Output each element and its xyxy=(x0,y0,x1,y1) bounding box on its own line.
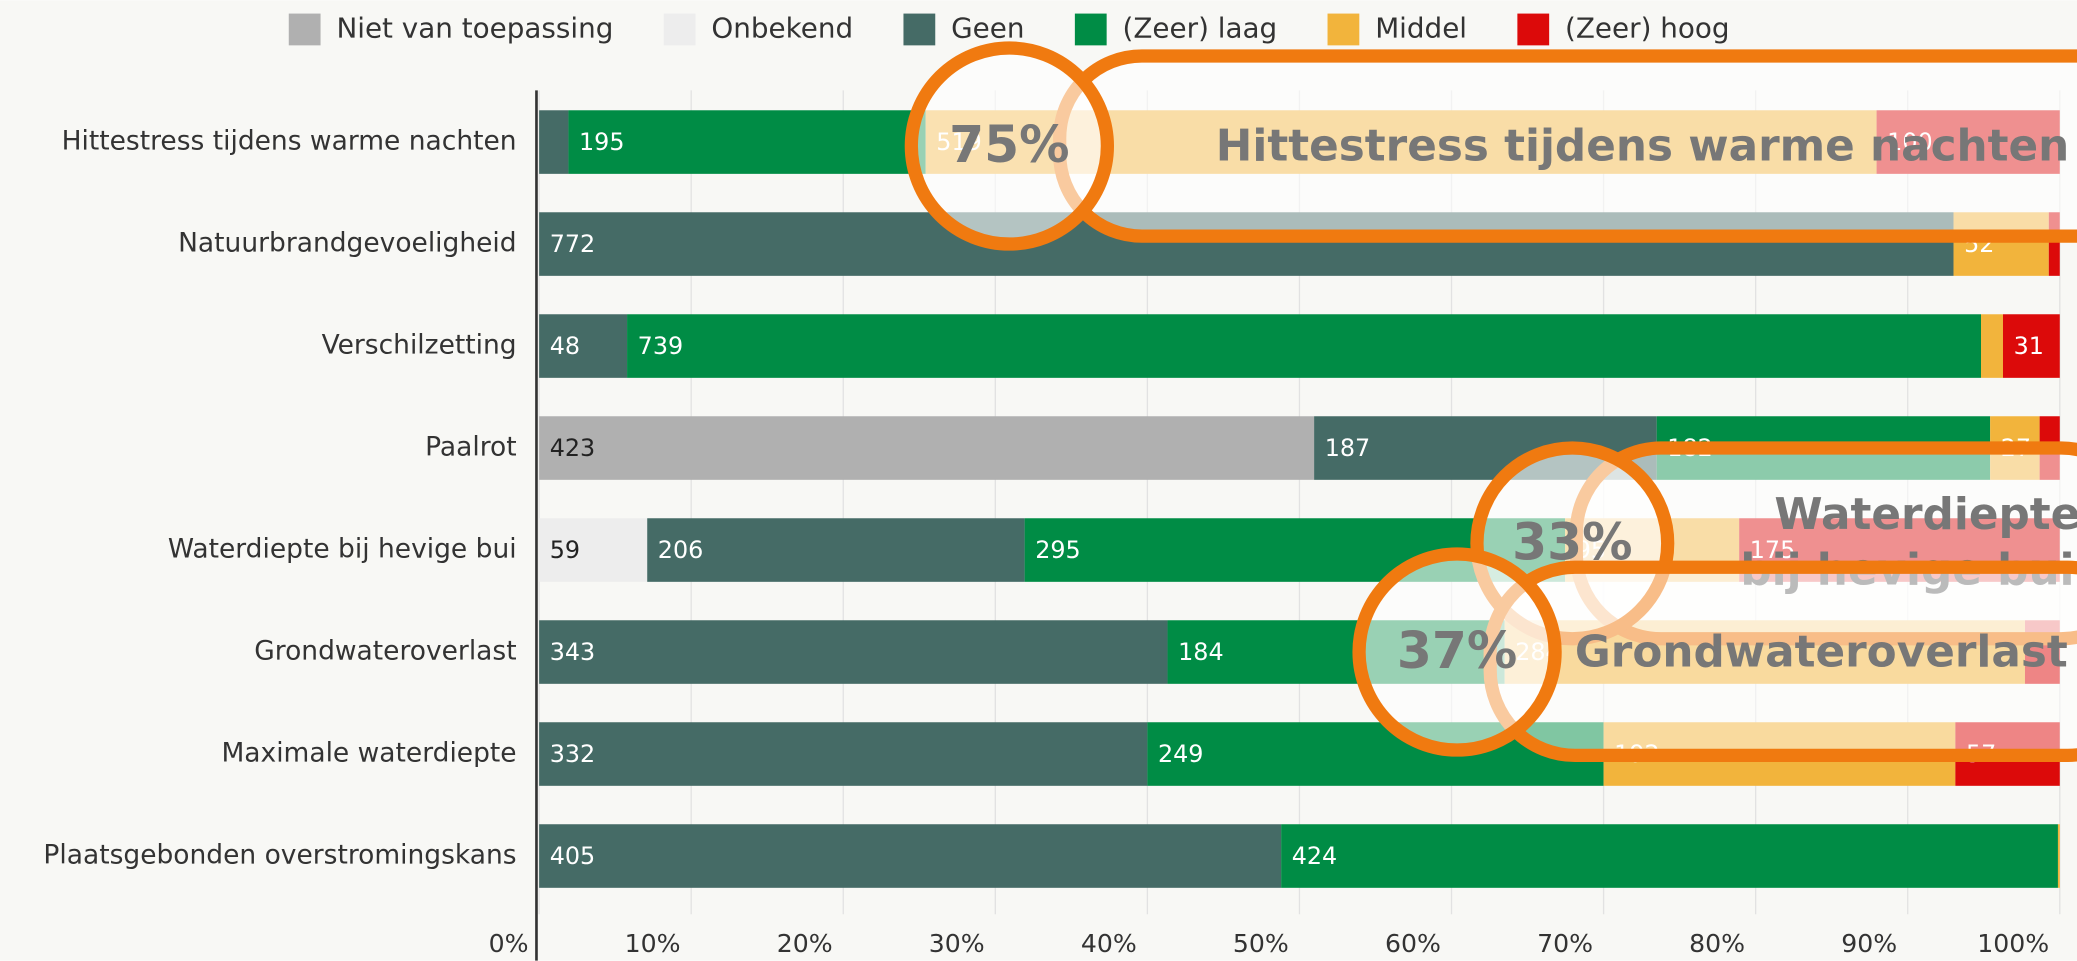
callout-label: Hittestress tijdens warme nachten xyxy=(1216,121,2070,172)
bar-segment xyxy=(1281,824,2058,888)
value-label: 424 xyxy=(1292,842,1337,870)
value-label: 249 xyxy=(1158,740,1203,768)
category-label: Maximale waterdiepte xyxy=(221,738,516,769)
value-label: 423 xyxy=(550,434,595,462)
bar-segment xyxy=(2002,314,2060,378)
x-tick-label: 90% xyxy=(1841,929,1897,958)
x-tick-label: 80% xyxy=(1689,929,1745,958)
value-label: 739 xyxy=(638,332,683,360)
value-label: 332 xyxy=(550,740,595,768)
value-label: 184 xyxy=(1178,638,1223,666)
x-tick-label: 10% xyxy=(625,929,681,958)
x-tick-label: 20% xyxy=(777,929,833,958)
x-tick-label: 30% xyxy=(929,929,985,958)
legend-swatch xyxy=(1517,13,1550,46)
bar-segment xyxy=(647,518,1025,582)
value-label: 295 xyxy=(1035,536,1080,564)
bar-segment xyxy=(539,518,648,582)
legend-label: (Zeer) laag xyxy=(1123,11,1278,44)
legend-label: Onbekend xyxy=(711,11,853,44)
bar-segment xyxy=(627,314,1981,378)
value-label: 206 xyxy=(658,536,703,564)
value-label: 772 xyxy=(550,230,595,258)
category-label: Plaatsgebonden overstromingskans xyxy=(43,840,516,871)
legend-label: Middel xyxy=(1375,11,1467,44)
x-tick-label: 70% xyxy=(1537,929,1593,958)
callout-label: Grondwateroverlast xyxy=(1575,627,2068,678)
bar-segment xyxy=(539,416,1315,480)
value-label: 405 xyxy=(550,842,595,870)
bar-segment xyxy=(539,620,1168,684)
x-tick-label: 0% xyxy=(489,929,529,958)
x-tick-label: 60% xyxy=(1385,929,1441,958)
legend-label: (Zeer) hoog xyxy=(1565,11,1729,44)
callout-circle xyxy=(1352,547,1562,757)
value-label: 48 xyxy=(550,332,580,360)
value-label: 59 xyxy=(550,536,580,564)
callout-percent: 37% xyxy=(1397,621,1517,680)
bar-segment xyxy=(539,314,628,378)
category-label: Natuurbrandgevoeligheid xyxy=(178,228,516,259)
value-label: 343 xyxy=(550,638,595,666)
bar-segment xyxy=(568,110,926,174)
value-label: 195 xyxy=(579,128,624,156)
legend: Niet van toepassing Onbekend Geen (Zeer) la… xyxy=(288,11,1730,46)
bar-segment xyxy=(1980,314,2003,378)
category-label: Verschilzetting xyxy=(322,330,517,361)
callout-circle xyxy=(904,41,1115,251)
value-label: 187 xyxy=(1325,434,1370,462)
callout-percent: 75% xyxy=(949,115,1069,174)
category-label: Waterdiepte bij hevige bui xyxy=(168,534,517,565)
bar-segment xyxy=(2057,824,2060,888)
bar-segment xyxy=(2048,212,2060,276)
legend-swatch xyxy=(288,13,321,46)
x-tick-label: 50% xyxy=(1233,929,1289,958)
legend-swatch xyxy=(1074,13,1107,46)
bar-segment xyxy=(539,722,1148,786)
x-tick-label: 40% xyxy=(1081,929,1137,958)
callouts: 75% Hittestress tijdens warme nachten 33… xyxy=(904,41,2077,762)
category-label: Hittestress tijdens warme nachten xyxy=(62,126,517,157)
legend-label: Geen xyxy=(951,11,1024,44)
bar-segment xyxy=(539,110,569,174)
callout-label: Waterdiepte xyxy=(1774,489,2077,540)
category-label: Paalrot xyxy=(425,432,516,463)
legend-label: Niet van toepassing xyxy=(336,11,613,44)
legend-swatch xyxy=(903,13,936,46)
value-label: 31 xyxy=(2014,332,2044,360)
bar-segment xyxy=(539,824,1282,888)
legend-swatch xyxy=(1327,13,1360,46)
legend-swatch xyxy=(663,13,696,46)
x-tick-label: 100% xyxy=(1977,929,2049,958)
category-label: Grondwateroverlast xyxy=(254,636,516,667)
